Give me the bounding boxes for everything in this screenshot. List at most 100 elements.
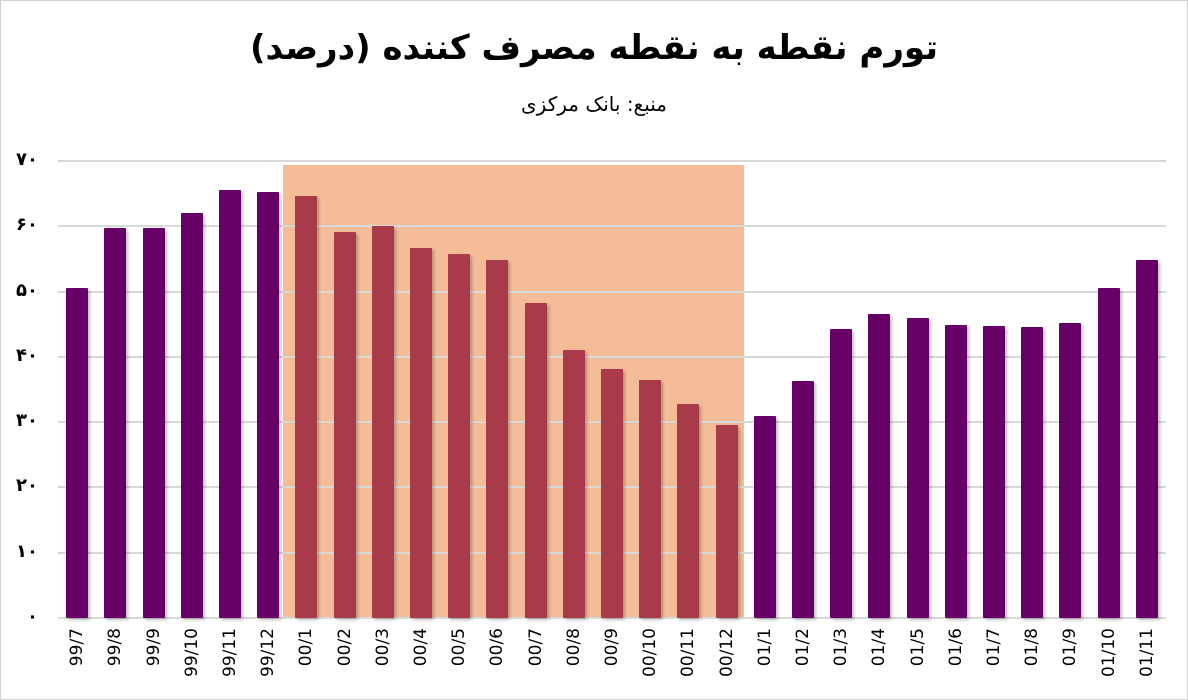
x-tick-text: 00/2 xyxy=(334,628,355,667)
x-tick-text: 01/6 xyxy=(945,628,966,667)
bar-01-11 xyxy=(1135,260,1158,618)
x-tick-label: 00/7 xyxy=(526,628,546,698)
plot-area xyxy=(58,160,1166,619)
bar-01-1 xyxy=(753,415,776,618)
x-tick-label: 00/6 xyxy=(487,628,507,698)
gridline xyxy=(58,160,1166,162)
gridline xyxy=(58,225,1166,228)
bar-00-6 xyxy=(486,259,509,618)
bar-01-2 xyxy=(792,381,815,618)
y-tick-label: ۰ xyxy=(27,606,38,627)
bar-00-3 xyxy=(371,226,394,618)
bar-01-8 xyxy=(1021,327,1044,618)
x-tick-label: 01/9 xyxy=(1060,628,1080,698)
x-tick-text: 01/1 xyxy=(754,628,775,667)
x-tick-label: 99/12 xyxy=(258,628,278,698)
x-tick-text: 01/3 xyxy=(831,628,852,667)
x-tick-text: 00/12 xyxy=(716,628,737,677)
x-tick-text: 01/2 xyxy=(793,628,814,667)
x-tick-text: 99/7 xyxy=(67,628,88,667)
x-tick-text: 00/9 xyxy=(602,628,622,667)
y-tick-label: ۱۰ xyxy=(16,540,38,562)
x-tick-label: 00/4 xyxy=(411,628,431,698)
bar-99-12 xyxy=(257,191,280,618)
x-tick-label: 99/9 xyxy=(144,628,164,698)
bar-00-11 xyxy=(677,403,700,618)
x-tick-label: 99/11 xyxy=(220,628,240,698)
x-tick-text: 00/1 xyxy=(296,628,317,667)
x-tick-text: 00/11 xyxy=(678,628,699,677)
bar-01-6 xyxy=(944,324,967,618)
y-tick-label: ۵۰ xyxy=(16,279,38,301)
x-tick-text: 00/7 xyxy=(525,628,546,667)
chart-subtitle: منبع: بانک مرکزی xyxy=(521,92,667,116)
x-tick-label: 00/8 xyxy=(564,628,584,698)
x-tick-text: 00/8 xyxy=(563,628,584,667)
x-tick-label: 01/1 xyxy=(755,628,775,698)
chart-title: تورم نقطه به نقطه مصرف کننده (درصد) xyxy=(250,28,938,68)
x-tick-text: 01/11 xyxy=(1136,628,1157,677)
bar-00-1 xyxy=(295,195,318,618)
x-tick-text: 01/10 xyxy=(1098,628,1119,677)
x-tick-label: 99/8 xyxy=(105,628,125,698)
x-tick-label: 00/3 xyxy=(373,628,393,698)
x-tick-text: 99/12 xyxy=(258,628,279,677)
x-tick-label: 00/1 xyxy=(296,628,316,698)
x-tick-label: 01/7 xyxy=(984,628,1004,698)
x-tick-text: 00/5 xyxy=(449,628,470,667)
x-tick-label: 00/10 xyxy=(640,628,660,698)
y-tick-label: ۴۰ xyxy=(16,344,38,366)
x-tick-label: 00/9 xyxy=(602,628,622,698)
bar-00-12 xyxy=(715,424,738,618)
bar-00-2 xyxy=(333,231,356,618)
x-tick-label: 01/5 xyxy=(908,628,928,698)
x-tick-label: 01/3 xyxy=(831,628,851,698)
bar-99-7 xyxy=(66,288,89,618)
bar-00-4 xyxy=(409,247,432,618)
x-tick-label: 01/8 xyxy=(1022,628,1042,698)
bar-99-9 xyxy=(142,228,165,618)
x-tick-text: 01/7 xyxy=(984,628,1005,667)
bar-01-5 xyxy=(906,318,929,618)
x-tick-label: 00/2 xyxy=(335,628,355,698)
x-tick-text: 00/10 xyxy=(640,628,661,677)
gridline xyxy=(58,355,1166,358)
x-tick-label: 01/11 xyxy=(1137,628,1157,698)
x-tick-label: 99/7 xyxy=(67,628,87,698)
x-tick-text: 01/4 xyxy=(869,628,890,667)
x-tick-text: 99/8 xyxy=(105,628,126,667)
x-tick-label: 00/11 xyxy=(678,628,698,698)
x-tick-text: 01/9 xyxy=(1060,628,1081,667)
x-tick-label: 01/10 xyxy=(1099,628,1119,698)
y-tick-label: ۲۰ xyxy=(16,475,38,497)
y-tick-label: ۶۰ xyxy=(16,214,38,236)
bar-01-4 xyxy=(868,314,891,618)
bar-99-10 xyxy=(180,213,203,618)
x-tick-label: 01/4 xyxy=(869,628,889,698)
x-tick-text: 00/3 xyxy=(372,628,393,667)
bar-01-3 xyxy=(830,329,853,618)
bar-01-10 xyxy=(1097,287,1120,618)
bar-01-9 xyxy=(1059,322,1082,618)
bar-00-9 xyxy=(601,368,623,618)
x-tick-label: 99/10 xyxy=(182,628,202,698)
bar-00-8 xyxy=(562,349,585,618)
highlight-band xyxy=(283,165,744,618)
x-tick-text: 99/9 xyxy=(143,628,164,667)
x-tick-label: 00/5 xyxy=(449,628,469,698)
bar-99-8 xyxy=(104,227,127,618)
bar-99-11 xyxy=(218,190,241,618)
gridline xyxy=(58,290,1166,293)
y-tick-label: ۷۰ xyxy=(16,149,38,170)
x-tick-label: 00/12 xyxy=(717,628,737,698)
bar-00-10 xyxy=(639,379,662,618)
y-tick-label: ۳۰ xyxy=(16,410,38,432)
x-tick-text: 00/4 xyxy=(410,628,431,667)
x-tick-text: 00/6 xyxy=(487,628,508,667)
x-tick-text: 99/11 xyxy=(219,628,240,677)
x-tick-text: 99/10 xyxy=(181,628,202,677)
bar-00-5 xyxy=(448,253,471,618)
x-tick-text: 01/5 xyxy=(907,628,928,667)
bar-01-7 xyxy=(983,325,1006,618)
bar-00-7 xyxy=(524,302,547,618)
